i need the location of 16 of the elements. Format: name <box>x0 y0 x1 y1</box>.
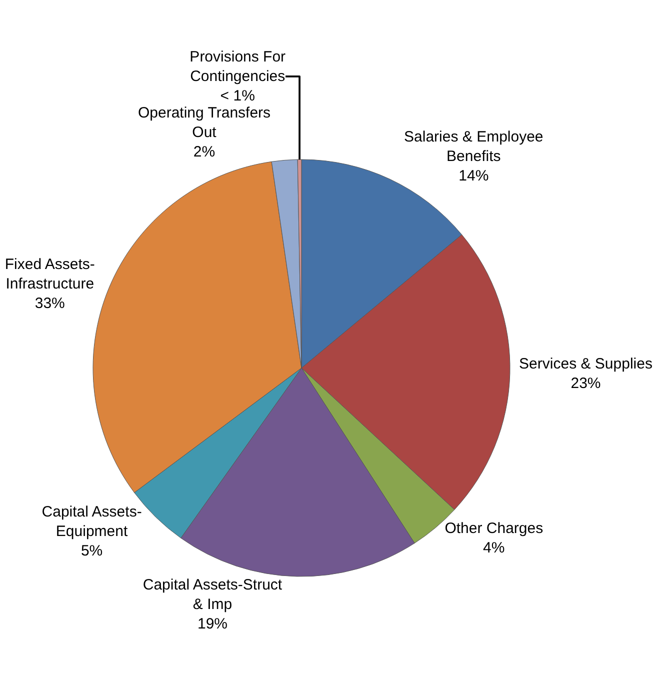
slice-label: Salaries & Employee Benefits <box>404 128 544 165</box>
slice-label: Capital Assets-Struct & Imp <box>142 576 283 613</box>
data-label: 14% <box>458 167 489 184</box>
slice-label: Services & Supplies <box>519 355 652 372</box>
slice-label: Provisions For Contingencies <box>190 48 286 85</box>
data-label: 5% <box>80 542 103 560</box>
slice-label: Operating Transfers Out <box>138 104 271 141</box>
data-label: < 1% <box>220 87 255 104</box>
data-label: 33% <box>34 295 65 312</box>
data-label: 2% <box>193 143 216 160</box>
data-label: 23% <box>570 374 601 392</box>
slice-label: Capital Assets-Equipment <box>42 503 142 540</box>
data-label: 19% <box>197 615 228 632</box>
slice-label: Other Charges <box>444 520 544 538</box>
slice-label: Fixed Assets-Infrastructure <box>4 256 95 293</box>
data-label: 4% <box>483 540 505 557</box>
